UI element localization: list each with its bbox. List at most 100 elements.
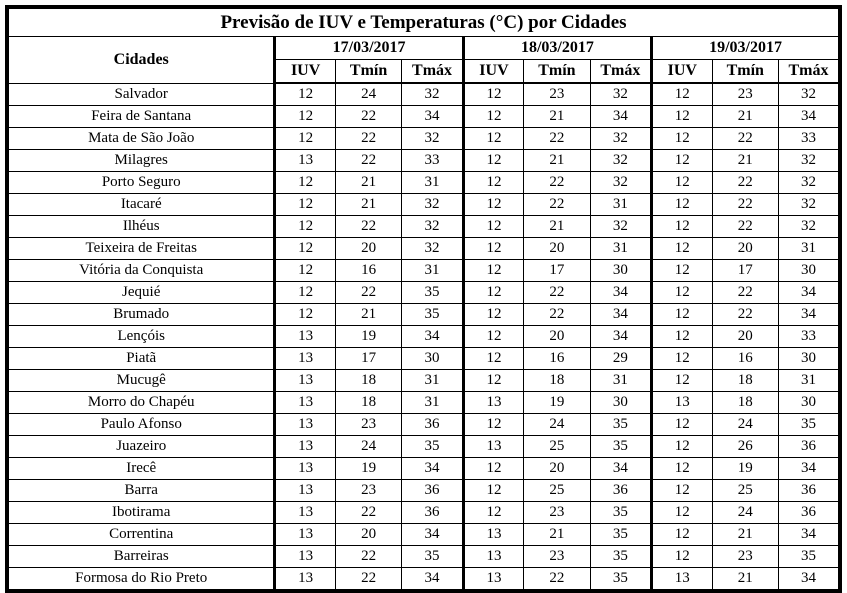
iuv-cell: 12 xyxy=(650,479,713,502)
iuv-cell: 13 xyxy=(273,413,336,436)
iuv-cell: 12 xyxy=(461,149,525,172)
iuv-cell: 12 xyxy=(273,105,336,128)
tmax-cell: 31 xyxy=(589,193,653,216)
tmin-cell: 23 xyxy=(523,501,591,524)
tmin-cell: 25 xyxy=(711,479,779,502)
tmax-cell: 34 xyxy=(589,105,653,128)
tmin-cell: 23 xyxy=(334,413,403,436)
city-cell: Irecê xyxy=(6,457,276,480)
iuv-cell: 13 xyxy=(273,391,336,414)
city-cell: Morro do Chapéu xyxy=(6,391,276,414)
tmax-cell: 33 xyxy=(777,325,841,348)
tmin-cell: 23 xyxy=(523,82,591,106)
tmin-cell: 18 xyxy=(334,391,403,414)
tmin-cell: 24 xyxy=(334,435,403,458)
table-row: Lençóis 13 19 34 12 20 34 12 20 33 xyxy=(6,325,841,348)
iuv-cell: 12 xyxy=(461,281,525,304)
tmin-cell: 22 xyxy=(711,303,779,326)
city-cell: Ibotirama xyxy=(6,501,276,524)
tmax-cell: 33 xyxy=(401,149,464,172)
tmax-cell: 35 xyxy=(777,545,841,568)
tmax-cell: 35 xyxy=(401,303,464,326)
table-row: Paulo Afonso 13 23 36 12 24 35 12 24 35 xyxy=(6,413,841,436)
tmin-header: Tmín xyxy=(523,59,591,84)
tmin-cell: 22 xyxy=(523,193,591,216)
title-row: Previsão de IUV e Temperaturas (°C) por … xyxy=(6,6,841,37)
tmax-cell: 35 xyxy=(401,281,464,304)
iuv-cell: 12 xyxy=(273,259,336,282)
tmax-cell: 35 xyxy=(589,413,653,436)
iuv-header: IUV xyxy=(650,59,713,84)
iuv-cell: 12 xyxy=(461,501,525,524)
iuv-cell: 12 xyxy=(273,127,336,150)
tmin-cell: 22 xyxy=(523,281,591,304)
city-cell: Itacaré xyxy=(6,193,276,216)
iuv-header: IUV xyxy=(461,59,525,84)
tmin-cell: 24 xyxy=(711,501,779,524)
tmax-header: Tmáx xyxy=(401,59,464,84)
tmax-cell: 32 xyxy=(589,127,653,150)
iuv-cell: 12 xyxy=(650,193,713,216)
iuv-cell: 12 xyxy=(650,325,713,348)
tmax-cell: 32 xyxy=(589,82,653,106)
iuv-cell: 13 xyxy=(273,435,336,458)
iuv-cell: 12 xyxy=(461,457,525,480)
forecast-table: Previsão de IUV e Temperaturas (°C) por … xyxy=(5,5,842,593)
iuv-cell: 12 xyxy=(461,171,525,194)
iuv-cell: 12 xyxy=(650,171,713,194)
tmin-cell: 20 xyxy=(711,325,779,348)
table-row: Juazeiro 13 24 35 13 25 35 12 26 36 xyxy=(6,435,841,458)
date-header-row: Cidades 17/03/2017 18/03/2017 19/03/2017 xyxy=(6,36,841,84)
iuv-cell: 12 xyxy=(650,237,713,260)
tmax-cell: 34 xyxy=(777,457,841,480)
table-row: Itacaré 12 21 32 12 22 31 12 22 32 xyxy=(6,193,841,216)
iuv-cell: 12 xyxy=(650,369,713,392)
tmax-cell: 36 xyxy=(401,413,464,436)
iuv-cell: 13 xyxy=(273,149,336,172)
table-row: Milagres 13 22 33 12 21 32 12 21 32 xyxy=(6,149,841,172)
date-header-1: 17/03/2017 xyxy=(273,36,464,60)
iuv-cell: 12 xyxy=(461,105,525,128)
tmax-cell: 36 xyxy=(777,435,841,458)
iuv-cell: 13 xyxy=(273,347,336,370)
city-cell: Jequié xyxy=(6,281,276,304)
table-row: Jequié 12 22 35 12 22 34 12 22 34 xyxy=(6,281,841,304)
city-cell: Piatã xyxy=(6,347,276,370)
iuv-cell: 12 xyxy=(461,413,525,436)
tmax-cell: 32 xyxy=(401,82,464,106)
tmax-cell: 31 xyxy=(401,391,464,414)
iuv-cell: 12 xyxy=(650,259,713,282)
iuv-cell: 13 xyxy=(273,501,336,524)
city-cell: Porto Seguro xyxy=(6,171,276,194)
iuv-cell: 12 xyxy=(461,347,525,370)
iuv-cell: 12 xyxy=(650,105,713,128)
table-row: Formosa do Rio Preto 13 22 34 13 22 35 13 21 34 xyxy=(6,567,841,592)
iuv-cell: 12 xyxy=(273,303,336,326)
tmin-cell: 23 xyxy=(711,545,779,568)
sub-header-row: IUV Tmín Tmáx IUV Tmín Tmáx IUV Tmín Tmá… xyxy=(7,59,841,84)
tmin-cell: 17 xyxy=(334,347,403,370)
city-cell: Teixeira de Freitas xyxy=(6,237,276,260)
tmax-cell: 33 xyxy=(777,127,841,150)
city-cell: Correntina xyxy=(6,523,276,546)
table-title: Previsão de IUV e Temperaturas (°C) por … xyxy=(6,6,841,37)
tmax-cell: 31 xyxy=(401,259,464,282)
iuv-cell: 13 xyxy=(273,457,336,480)
tmin-cell: 21 xyxy=(334,171,403,194)
tmax-cell: 32 xyxy=(589,171,653,194)
city-cell: Brumado xyxy=(6,303,276,326)
city-cell: Formosa do Rio Preto xyxy=(6,567,276,592)
tmin-cell: 22 xyxy=(711,127,779,150)
tmax-cell: 32 xyxy=(401,193,464,216)
iuv-cell: 12 xyxy=(650,127,713,150)
tmax-cell: 34 xyxy=(589,281,653,304)
table-row: Piatã 13 17 30 12 16 29 12 16 30 xyxy=(6,347,841,370)
tmin-cell: 23 xyxy=(523,545,591,568)
tmin-cell: 18 xyxy=(711,391,779,414)
tmin-cell: 21 xyxy=(523,215,591,238)
city-cell: Juazeiro xyxy=(6,435,276,458)
tmax-cell: 34 xyxy=(401,523,464,546)
table-row: Brumado 12 21 35 12 22 34 12 22 34 xyxy=(6,303,841,326)
tmax-cell: 31 xyxy=(777,237,841,260)
city-cell: Milagres xyxy=(6,149,276,172)
